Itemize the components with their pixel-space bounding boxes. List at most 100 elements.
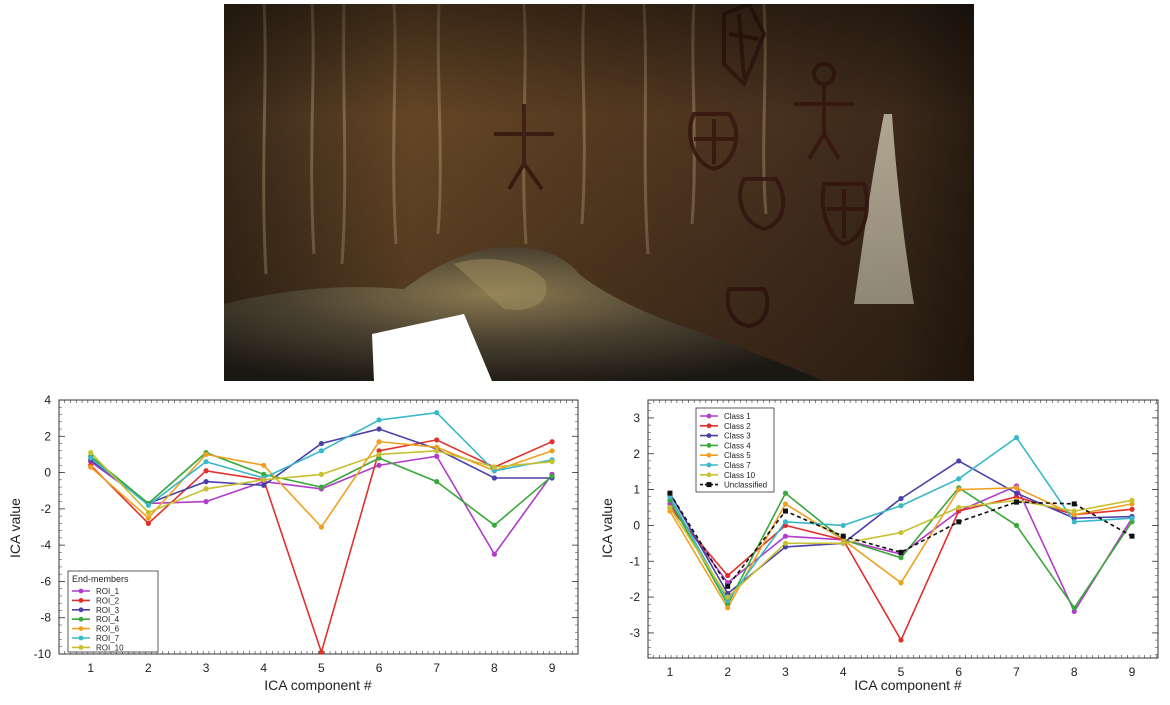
data-point [667,497,673,503]
data-point [1071,608,1077,615]
data-point [491,522,497,528]
x-tick-label: 6 [376,661,383,675]
data-point [898,555,904,561]
data-point [725,601,731,607]
data-point [898,549,904,555]
legend-box [695,407,775,493]
data-point [1013,522,1020,529]
data-point [782,533,789,539]
legend-marker [706,452,712,458]
data-point [88,450,94,456]
y-tick-labels: 4 2 0 -2 -4 -6 -8 -10 [34,393,52,661]
data-point [840,540,846,546]
x-tick-label: 7 [433,661,440,675]
data-point [203,486,209,492]
x-tick-label: 6 [955,665,962,679]
y-tick-label: 3 [633,411,640,425]
series-points [667,435,1135,643]
data-point [1013,499,1019,505]
data-point [725,583,731,589]
legend: End-members ROI_1ROI_2ROI_3ROI_4ROI_6ROI… [67,570,159,652]
legend-marker [706,423,712,429]
data-point [1129,533,1135,539]
legend-label: Class 7 [724,461,751,470]
data-point [956,486,962,493]
legend-label: Class 1 [724,412,751,421]
x-tick-label: 9 [1129,665,1136,679]
x-tick-label: 4 [260,661,267,675]
legend-marker [706,472,712,478]
legend-label: ROI_3 [96,606,120,615]
data-point [725,590,731,597]
data-point [318,440,324,447]
data-point [491,551,497,557]
data-point [203,499,209,505]
data-point [1013,485,1020,491]
y-tick-label: -8 [40,611,51,625]
data-point [376,426,382,432]
data-point [261,462,267,468]
data-point [549,448,555,454]
legend-label: ROI_6 [96,625,120,634]
y-tick-labels: 3 2 1 0 -1 -2 -3 [629,411,640,640]
data-point [840,522,846,529]
legend-label: Class 4 [724,441,751,450]
data-point [318,649,324,655]
data-point [898,529,904,536]
data-point [318,484,324,490]
data-point [898,503,904,509]
series-points [88,410,555,655]
x-tick-labels: 1 2 3 4 5 6 7 8 9 [87,661,555,675]
y-axis-label: ICA value [7,498,23,558]
y-tick-label: -3 [629,626,640,640]
data-point [1129,506,1135,512]
x-tick-label: 2 [145,661,152,675]
data-point [898,637,904,643]
data-point [840,533,846,539]
data-point [376,451,382,458]
data-point [434,410,440,416]
legend-label: ROI_4 [96,615,120,624]
x-tick-label: 8 [491,661,498,675]
x-tick-label: 1 [667,665,674,679]
data-point [956,476,962,482]
data-point [318,448,324,454]
legend-label: ROI_1 [96,587,120,596]
data-point [145,502,151,508]
data-point [1129,519,1135,525]
data-point [782,501,789,507]
data-point [549,439,555,445]
legend-marker [78,635,84,641]
x-tick-label: 8 [1071,665,1078,679]
legend-label: Class 2 [724,422,751,431]
data-point [725,594,731,600]
data-point [203,468,209,474]
y-tick-label: -6 [40,574,51,588]
data-point [1013,435,1020,441]
data-point [1071,501,1077,507]
data-point [145,520,151,526]
y-axis-label: ICA value [599,498,615,558]
data-point [1129,497,1135,503]
y-tick-label: 0 [44,466,51,480]
y-tick-label: -1 [629,554,640,568]
y-tick-label: 2 [44,429,51,443]
data-point [725,598,731,604]
legend-marker [78,626,84,631]
x-tick-label: 5 [318,661,325,675]
series-line-unclassified [669,492,1133,588]
y-tick-label: -4 [40,538,51,552]
legend-marker [78,616,84,622]
plot-ticks [647,400,1158,658]
data-point [667,504,673,511]
legend-label: ROI_7 [96,634,120,643]
data-point [376,417,382,423]
y-tick-label: 4 [44,393,51,407]
data-point [1013,490,1020,496]
plot-ticks [58,399,579,655]
legend-marker [78,588,84,594]
data-point [549,459,555,465]
legend-label: Class 10 [724,471,756,480]
y-tick-label: -10 [34,647,52,661]
data-point [1129,501,1135,507]
